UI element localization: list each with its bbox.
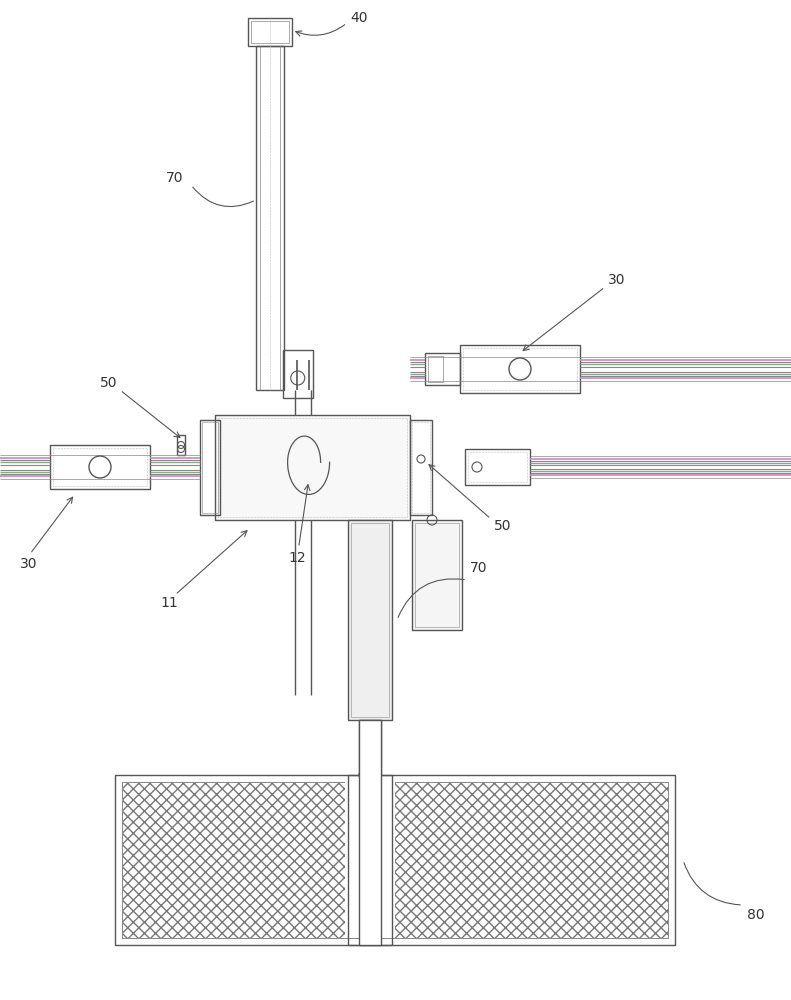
Bar [351,523,389,717]
Text: 50: 50 [100,376,118,390]
Text: 30: 30 [608,273,626,287]
Bar [345,782,395,938]
Bar [410,420,432,515]
Bar [115,775,675,945]
Bar [248,18,292,46]
Text: 40: 40 [350,11,368,25]
Bar [428,356,443,382]
Ellipse shape [359,768,381,782]
Text: 70: 70 [470,561,487,575]
Text: 70: 70 [166,171,184,185]
Bar [348,775,392,945]
Bar [468,452,527,482]
Text: 12: 12 [289,551,306,565]
Bar [215,415,410,520]
Bar [122,782,668,938]
Bar [218,418,407,517]
Bar [251,21,289,43]
Bar [177,435,185,455]
Text: 30: 30 [20,557,37,571]
Bar [460,345,580,393]
Bar [359,720,381,945]
Bar [256,46,284,390]
Bar [412,520,462,630]
Bar [425,353,460,385]
Text: 80: 80 [747,908,765,922]
Bar [122,782,668,938]
Bar [202,422,218,513]
Bar [282,350,312,398]
Bar [415,523,459,627]
Bar [53,448,147,486]
Bar [465,449,530,485]
Bar [50,445,150,489]
Bar [348,520,392,720]
Bar [359,720,381,775]
Text: 11: 11 [160,596,178,610]
Bar [463,348,577,390]
Bar [200,420,220,515]
Bar [412,422,430,513]
Text: 50: 50 [494,519,512,533]
